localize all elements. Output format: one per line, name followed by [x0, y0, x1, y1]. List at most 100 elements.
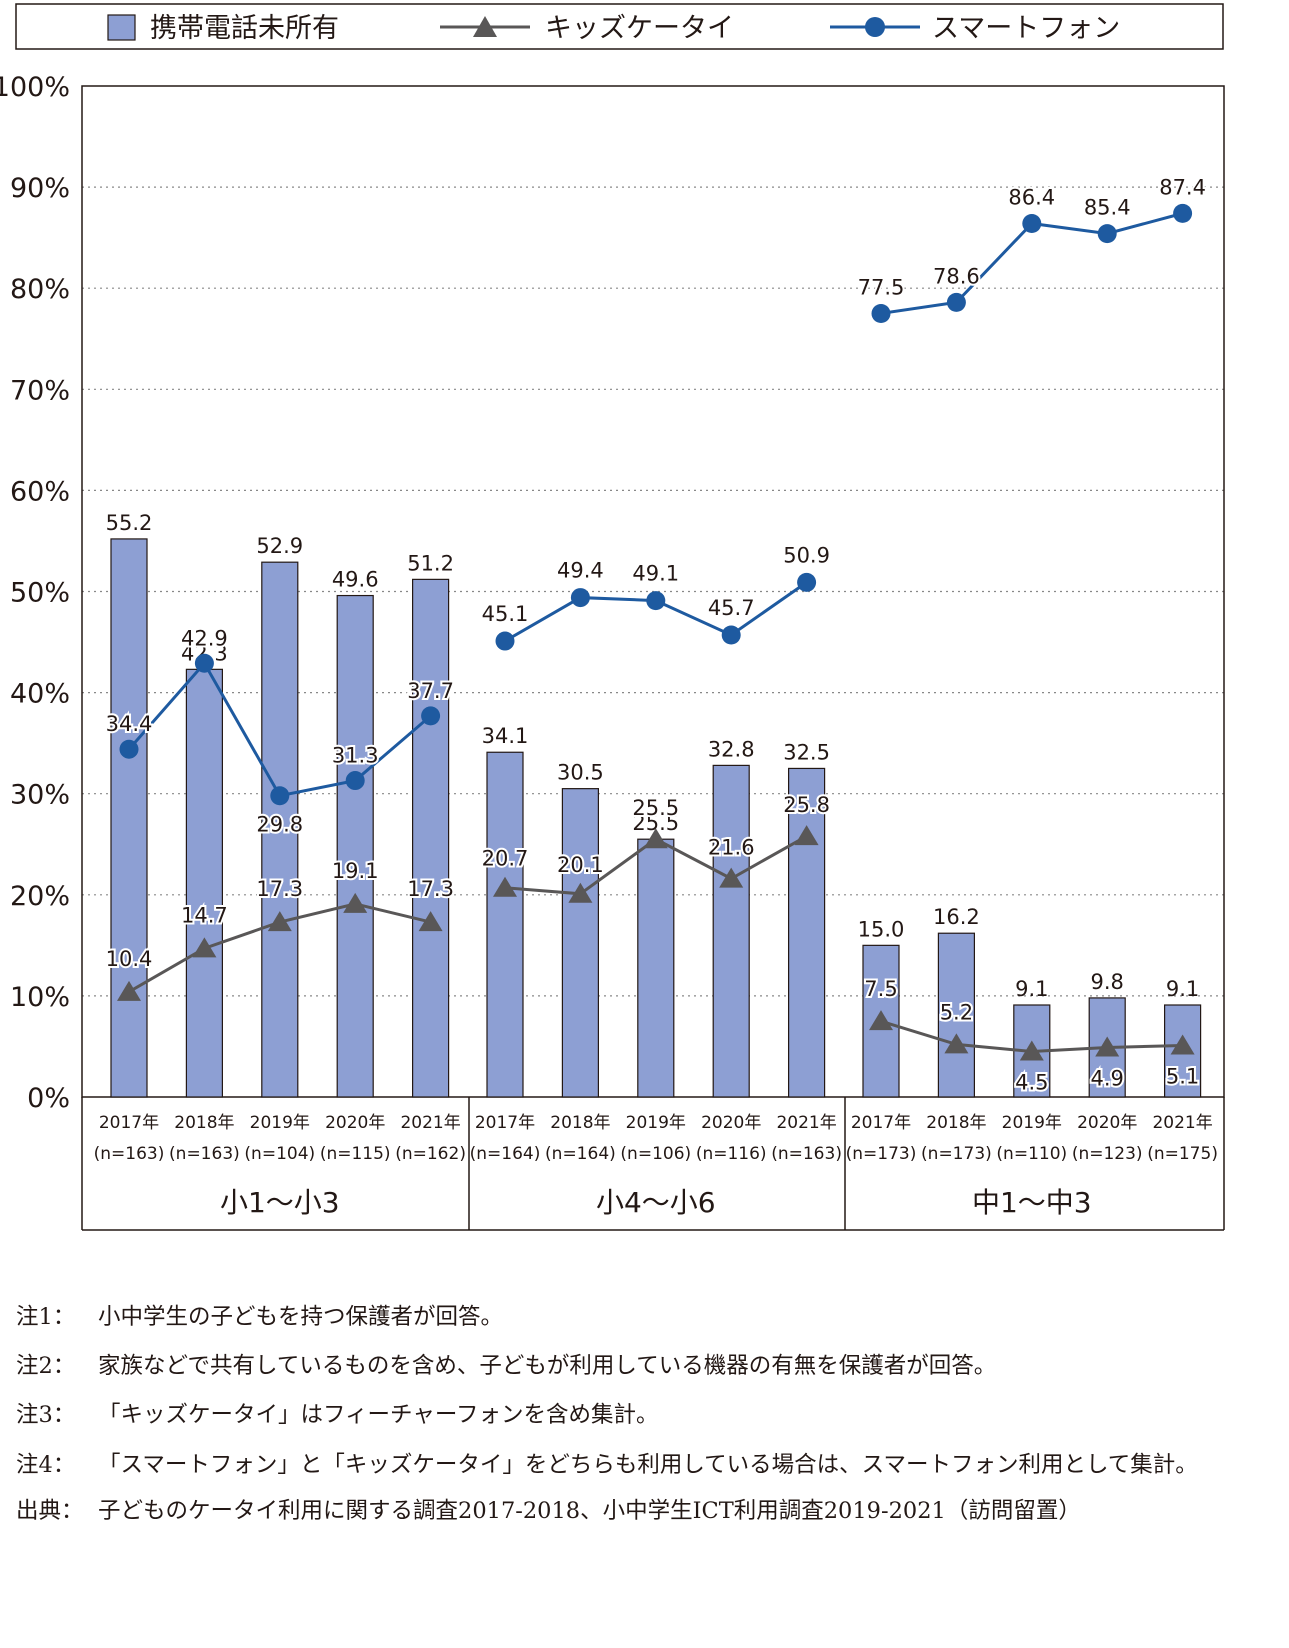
- marker-kids-phone: [568, 882, 593, 903]
- marker-kids-phone: [1170, 1034, 1195, 1055]
- x-tick-n: (n=110): [996, 1144, 1067, 1164]
- smartphone-value-label: 77.5: [858, 275, 905, 299]
- bar-value-label: 49.6: [332, 568, 379, 592]
- x-tick-n: (n=164): [470, 1144, 541, 1164]
- legend-box: [15, 3, 1224, 50]
- legend-square-icon: [107, 14, 136, 41]
- legend-label-no_phone: 携帯電話未所有: [150, 13, 339, 44]
- y-tick-label: 50%: [10, 578, 70, 609]
- kids-phone-value-label: 17.3: [407, 877, 454, 901]
- marker-kids-phone: [418, 911, 443, 932]
- marker-smartphone: [421, 706, 441, 726]
- source-text: 子どものケータイ利用に関する調査2017-2018、小中学生ICT利用調査201…: [98, 1498, 1081, 1524]
- x-tick-year: 2017年: [851, 1113, 911, 1133]
- bar-value-label: 9.1: [1015, 977, 1048, 1001]
- smartphone-value-label: 87.4: [1159, 175, 1206, 199]
- legend-label-smartphone: スマートフォン: [932, 13, 1120, 44]
- x-tick-n: (n=104): [244, 1144, 315, 1164]
- marker-kids-phone: [192, 937, 217, 958]
- bar-no-phone: [336, 594, 374, 1098]
- bar-no-phone: [185, 668, 223, 1098]
- y-tick-label: 60%: [10, 476, 70, 507]
- note-3: 注3： 「キッズケータイ」はフィーチャーフォンを含め集計。: [16, 1391, 1276, 1440]
- note-3-label: 注3：: [16, 1402, 76, 1428]
- smartphone-value-label: 31.3: [332, 744, 379, 768]
- marker-kids-phone: [643, 828, 668, 849]
- x-tick-year: 2018年: [550, 1113, 610, 1133]
- marker-kids-phone: [944, 1033, 969, 1054]
- group-label: 小1〜小3: [220, 1186, 340, 1219]
- y-tick-label: 90%: [10, 173, 70, 204]
- x-tick-year: 2018年: [926, 1113, 986, 1133]
- y-tick-label: 30%: [10, 780, 70, 811]
- marker-kids-phone: [1019, 1040, 1044, 1061]
- x-tick-n: (n=164): [545, 1144, 616, 1164]
- x-tick-year: 2020年: [701, 1113, 761, 1133]
- x-tick-year: 2021年: [400, 1113, 460, 1133]
- smartphone-value-label: 49.1: [632, 562, 679, 586]
- kids-phone-value-label: 5.2: [940, 1000, 973, 1024]
- bar-value-label: 32.5: [783, 740, 830, 764]
- smartphone-value-label: 78.6: [933, 264, 980, 288]
- note-1-text: 小中学生の子どもを持つ保護者が回答。: [98, 1304, 504, 1330]
- kids-phone-value-label: 14.7: [181, 903, 228, 927]
- smartphone-value-label: 50.9: [783, 543, 830, 567]
- bar-value-label: 16.2: [933, 905, 980, 929]
- kids-phone-value-label: 4.9: [1090, 1066, 1123, 1090]
- marker-smartphone: [1097, 224, 1117, 244]
- legend-circle-icon: [865, 17, 885, 37]
- kids-phone-value-label: 25.5: [632, 796, 679, 820]
- x-tick-year: 2017年: [475, 1113, 535, 1133]
- marker-smartphone: [646, 591, 666, 611]
- y-tick-label: 80%: [10, 274, 70, 305]
- notes: 注1： 小中学生の子どもを持つ保護者が回答。 注2： 家族などで共有しているもの…: [16, 1293, 1276, 1532]
- x-tick-year: 2021年: [776, 1113, 836, 1133]
- marker-kids-phone: [794, 825, 819, 846]
- note-3-text: 「キッズケータイ」はフィーチャーフォンを含め集計。: [98, 1402, 659, 1428]
- marker-kids-phone: [267, 911, 292, 932]
- kids-phone-value-label: 20.7: [482, 847, 529, 871]
- kids-phone-value-label: 21.6: [708, 836, 755, 860]
- x-tick-year: 2019年: [250, 1113, 310, 1133]
- bar-no-phone: [486, 751, 524, 1098]
- x-tick-year: 2019年: [1002, 1113, 1062, 1133]
- x-tick-n: (n=163): [771, 1144, 842, 1164]
- x-tick-n: (n=163): [169, 1144, 240, 1164]
- x-tick-n: (n=106): [620, 1144, 691, 1164]
- x-tick-n: (n=116): [696, 1144, 767, 1164]
- note-4-text: 「スマートフォン」と「キッズケータイ」をどちらも利用している場合は、スマートフォ…: [98, 1452, 1198, 1478]
- kids-phone-value-label: 17.3: [256, 877, 303, 901]
- smartphone-value-label: 29.8: [256, 813, 303, 837]
- marker-kids-phone: [869, 1010, 893, 1031]
- marker-kids-phone: [719, 867, 744, 888]
- marker-kids-phone: [493, 876, 517, 897]
- kids-phone-value-label: 7.5: [864, 977, 897, 1001]
- kids-phone-value-label: 5.1: [1166, 1064, 1199, 1088]
- smartphone-value-label: 34.4: [106, 712, 153, 736]
- bar-value-label: 9.8: [1090, 970, 1123, 994]
- source-note: 出典： 子どものケータイ利用に関する調査2017-2018、小中学生ICT利用調…: [16, 1486, 1276, 1532]
- kids-phone-value-label: 19.1: [332, 859, 379, 883]
- kids-phone-value-label: 10.4: [106, 947, 153, 971]
- y-tick-label: 20%: [10, 881, 70, 912]
- note-4: 注4： 「スマートフォン」と「キッズケータイ」をどちらも利用している場合は、スマ…: [16, 1440, 1276, 1486]
- x-tick-year: 2020年: [1077, 1113, 1137, 1133]
- smartphone-value-label: 45.7: [708, 596, 755, 620]
- x-tick-year: 2018年: [174, 1113, 234, 1133]
- bar-no-phone: [561, 788, 600, 1098]
- marker-smartphone: [495, 631, 515, 651]
- marker-smartphone: [871, 303, 891, 323]
- bar-no-phone: [412, 578, 450, 1098]
- note-2-text: 家族などで共有しているものを含め、子どもが利用している機器の有無を保護者が回答。: [98, 1353, 997, 1379]
- marker-smartphone: [570, 588, 590, 608]
- marker-smartphone: [797, 572, 817, 592]
- marker-smartphone: [119, 739, 139, 759]
- bar-no-phone: [261, 561, 299, 1098]
- x-tick-n: (n=173): [921, 1144, 992, 1164]
- note-1: 注1： 小中学生の子どもを持つ保護者が回答。: [16, 1293, 1276, 1342]
- marker-smartphone: [721, 625, 741, 645]
- bar-value-label: 15.0: [858, 917, 905, 941]
- marker-kids-phone: [1095, 1036, 1120, 1057]
- bar-value-label: 30.5: [557, 761, 604, 785]
- x-tick-n: (n=162): [395, 1144, 466, 1164]
